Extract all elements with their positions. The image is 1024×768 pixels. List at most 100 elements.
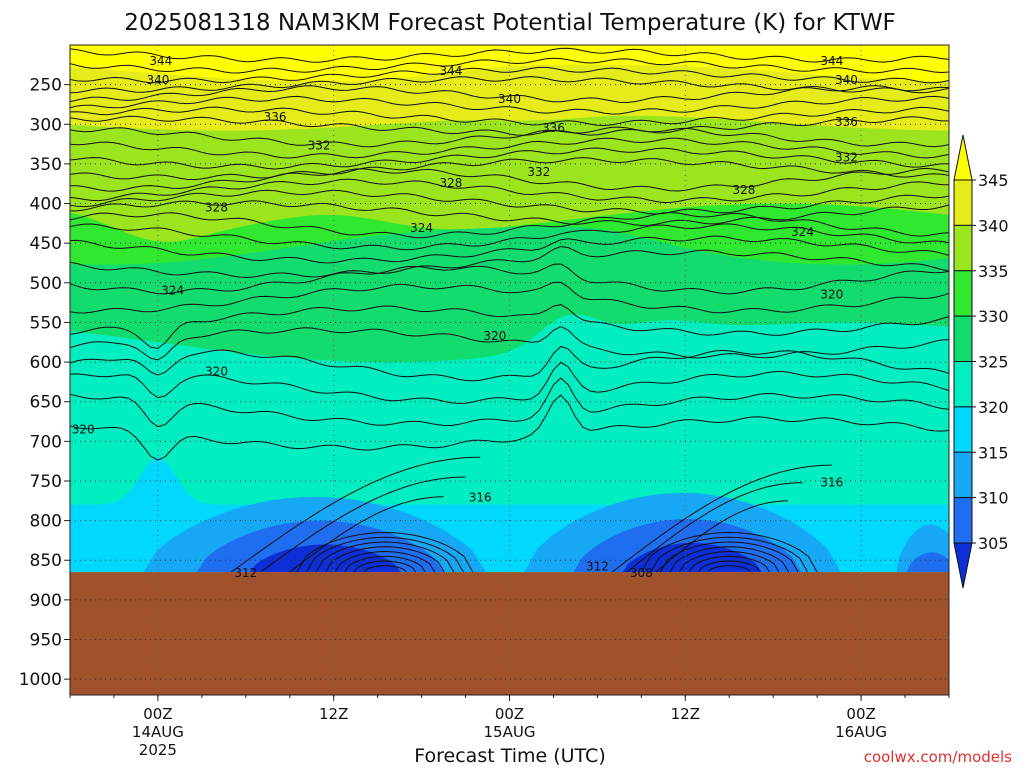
contour-label: 340 xyxy=(146,73,169,87)
contour-label: 344 xyxy=(820,54,843,68)
cool-pool-contour xyxy=(325,546,445,573)
y-tick-label: 700 xyxy=(30,432,62,452)
near-surface-isentrope xyxy=(289,496,444,573)
contour-label: 316 xyxy=(469,491,492,505)
x-tick-label: 15AUG xyxy=(484,723,536,741)
colorbar-label: 335 xyxy=(978,262,1009,281)
contour-label: 320 xyxy=(483,329,506,343)
colorbar-label: 310 xyxy=(978,489,1009,508)
contour-label: 332 xyxy=(835,151,858,165)
isentrope-line xyxy=(70,394,949,461)
colorbar-label: 320 xyxy=(978,398,1009,417)
cool-pool-contour xyxy=(315,541,455,573)
isentrope-line xyxy=(70,137,949,159)
y-tick-label: 750 xyxy=(30,472,62,492)
near-surface-isentrope xyxy=(626,482,803,573)
y-tick-label: 400 xyxy=(30,195,62,215)
isentrope-line xyxy=(70,235,949,264)
colorbar-swatch xyxy=(953,179,973,226)
colorbar-label: 305 xyxy=(978,534,1009,553)
y-tick-label: 1000 xyxy=(19,670,62,690)
contour-label: 344 xyxy=(439,64,462,78)
x-tick-label: 2025 xyxy=(139,741,177,759)
isentrope-line xyxy=(70,189,949,215)
low-level-pools xyxy=(143,492,949,573)
colorbar-swatch xyxy=(953,270,973,317)
contour-label: 324 xyxy=(161,284,184,298)
isentrope-line xyxy=(70,47,949,63)
contour-label: 336 xyxy=(542,121,565,135)
isentrope-line xyxy=(70,281,949,314)
isentrope-line xyxy=(70,126,949,148)
x-tick-label: 12Z xyxy=(319,705,348,723)
cool-pool-contour xyxy=(353,560,417,573)
contour-label: 324 xyxy=(791,225,814,239)
contour-label: 332 xyxy=(527,165,550,179)
contour-label: 328 xyxy=(732,183,755,197)
cool-pool-contour xyxy=(306,536,464,573)
x-tick-label: 14AUG xyxy=(132,723,184,741)
credit-text: coolwx.com/models xyxy=(864,748,1012,766)
x-tick-label: 00Z xyxy=(143,705,172,723)
cool-pool-contour xyxy=(688,555,770,573)
cool-pool-contour xyxy=(659,541,799,573)
cool-pool-contour xyxy=(363,565,407,573)
cool-pool-contour xyxy=(707,565,751,573)
contour-label: 340 xyxy=(498,92,521,106)
x-axis-label: Forecast Time (UTC) xyxy=(414,745,605,767)
cool-pool-contour xyxy=(296,531,474,573)
colorbar-swatch xyxy=(953,315,973,362)
colorbar-label: 330 xyxy=(978,307,1009,326)
x-tick-label: 16AUG xyxy=(835,723,887,741)
contour-label: 320 xyxy=(205,365,228,379)
cool-pool-2-1 xyxy=(906,552,949,573)
colorbar-swatch xyxy=(953,361,973,408)
isentrope-line xyxy=(70,223,949,251)
isentrope-line xyxy=(70,263,949,295)
y-tick-label: 350 xyxy=(30,155,62,175)
near-surface-isentrope xyxy=(230,456,481,573)
colorbar-swatch xyxy=(953,406,973,453)
x-tick-label: 00Z xyxy=(846,705,875,723)
cool-pool-contour xyxy=(334,550,436,573)
colorbar-swatch xyxy=(953,497,973,544)
cool-pool-contour xyxy=(698,560,761,573)
cool-pool-contour xyxy=(640,531,818,573)
colorbar-label: 340 xyxy=(978,216,1009,235)
isentrope-line xyxy=(70,377,949,428)
isentrope-line xyxy=(70,211,949,239)
cool-pool-contour xyxy=(344,555,426,573)
contour-label: 308 xyxy=(630,566,653,580)
contour-label: 336 xyxy=(264,110,287,124)
cool-pool-contour xyxy=(669,546,790,573)
contour-label: 332 xyxy=(308,139,331,153)
y-tick-label: 900 xyxy=(30,591,62,611)
y-tick-label: 650 xyxy=(30,393,62,413)
colorbar: 305 310 315 320 325 330 335 340 345 xyxy=(953,134,1009,589)
colorbar-top-arrow xyxy=(953,134,973,181)
isentrope-line xyxy=(70,147,949,170)
colorbar-swatch xyxy=(953,224,973,272)
isentrope-line xyxy=(70,115,949,136)
cool-pool-contour xyxy=(650,536,809,573)
grid-lines xyxy=(70,45,949,695)
isentrope-line xyxy=(70,66,949,84)
isentrope-line xyxy=(70,157,949,181)
isentrope-line xyxy=(70,167,949,192)
y-axis: 250 300 350 400 450 500 550 600 650 700 750 800 850 9… xyxy=(19,76,70,690)
isentrope-line xyxy=(70,95,949,115)
cool-pool-contour xyxy=(678,550,780,573)
near-surface-isentrope xyxy=(611,464,832,573)
y-tick-label: 850 xyxy=(30,551,62,571)
y-tick-label: 600 xyxy=(30,353,62,373)
terrain-fill xyxy=(70,572,949,695)
colorbar-label: 345 xyxy=(978,171,1009,190)
contour-label: 328 xyxy=(439,176,462,190)
y-tick-label: 250 xyxy=(30,76,62,96)
y-tick-label: 950 xyxy=(30,631,62,651)
contour-label: 340 xyxy=(835,73,858,87)
y-tick-label: 550 xyxy=(30,313,62,333)
isentrope-line xyxy=(70,361,949,404)
